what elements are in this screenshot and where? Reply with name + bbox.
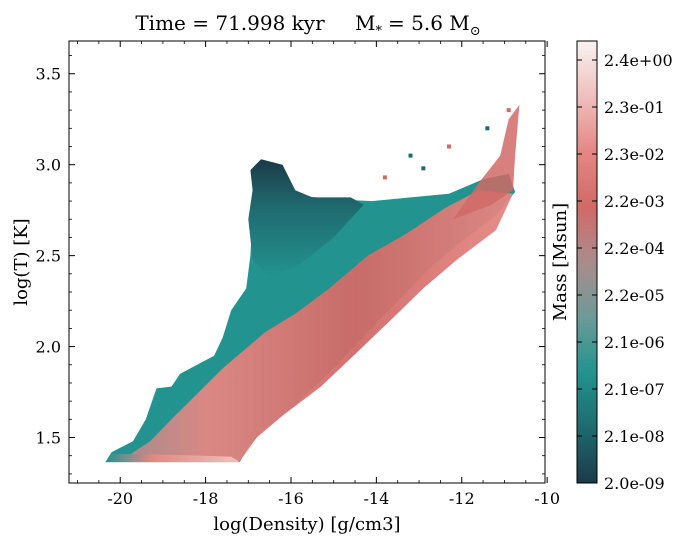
heatmap-tail-region: [105, 453, 240, 463]
colorbar-tick-label: 2.3e-02: [604, 145, 665, 164]
x-tick-label: -18: [193, 489, 219, 508]
x-tick-label: -10: [534, 489, 560, 508]
colorbar-tick-label: 2.1e-07: [604, 380, 665, 399]
x-tick: -14: [363, 41, 389, 508]
x-axis-label: log(Density) [g/cm3]: [213, 514, 400, 535]
heatmap-hot-tip-region: [453, 104, 520, 220]
y-tick-label: 3.0: [36, 156, 61, 175]
colorbar-tick: 2.0e-09: [577, 474, 665, 493]
y-tick: 2.5: [36, 247, 545, 266]
colorbar-tick: 2.1e-06: [577, 333, 665, 352]
colorbar: [576, 40, 598, 484]
colorbar-tick-label: 2.4e+00: [604, 51, 673, 70]
colorbar-tick: 2.1e-07: [577, 380, 665, 399]
heatmap-scatter-cell: [446, 144, 451, 149]
y-tick-label: 2.0: [36, 338, 61, 357]
y-tick-label: 1.5: [36, 429, 61, 448]
colorbar-tick: 2.4e+00: [577, 51, 673, 70]
x-tick: -10: [534, 41, 560, 508]
y-tick: 2.0: [36, 338, 545, 357]
chart-title: Time = 71.998 kyr M* = 5.6 M⊙: [135, 11, 480, 39]
colorbar-tick-label: 2.0e-09: [604, 474, 665, 493]
x-tick: -20: [107, 41, 133, 508]
colorbar-tick-label: 2.2e-04: [604, 239, 665, 258]
y-axis: 1.5 2.0 2.5 3.0 3.5: [36, 55, 545, 475]
colorbar-tick-label: 2.1e-06: [604, 333, 665, 352]
x-tick-label: -12: [449, 489, 475, 508]
x-tick-label: -20: [107, 489, 133, 508]
heatmap-scatter-cell: [485, 126, 490, 131]
x-axis: -20 -18 -16 -14 -12 -10: [77, 41, 560, 508]
heatmap-scatter-cell: [506, 108, 511, 113]
heatmap-scatter-cell: [421, 166, 426, 171]
colorbar-tick-label: 2.3e-01: [604, 98, 665, 117]
colorbar-tick: 2.3e-02: [577, 145, 665, 164]
colorbar-tick: 2.2e-05: [577, 286, 665, 305]
x-tick: -12: [449, 41, 475, 508]
x-tick-label: -14: [363, 489, 389, 508]
colorbar-ticks: 2.0e-09 2.1e-08 2.1e-07 2.1e-06 2.2e-05 2.2e-…: [577, 51, 673, 493]
plot-border: [68, 40, 546, 484]
y-tick-label: 3.5: [36, 65, 61, 84]
colorbar-tick: 2.2e-03: [577, 192, 665, 211]
heatmap-layer: [105, 104, 520, 463]
colorbar-tick-label: 2.2e-03: [604, 192, 665, 211]
y-tick: 3.0: [36, 156, 545, 175]
colorbar-tick: 2.3e-01: [577, 98, 665, 117]
colorbar-tick: 2.1e-08: [577, 427, 665, 446]
colorbar-label: Mass [Msun]: [550, 203, 571, 321]
heatmap-scatter-cell: [382, 175, 387, 180]
colorbar-tick: 2.2e-04: [577, 239, 665, 258]
x-tick-label: -16: [278, 489, 304, 508]
y-tick-label: 2.5: [36, 247, 61, 266]
y-axis-label: log(T) [K]: [11, 218, 32, 305]
heatmap-main-band-region: [120, 190, 513, 462]
y-tick: 1.5: [36, 429, 545, 448]
heatmap-scatter-cell: [408, 153, 413, 158]
x-tick: -16: [278, 41, 304, 508]
heatmap-upper-region: [248, 159, 364, 278]
y-tick: 3.5: [36, 65, 545, 84]
colorbar-tick-label: 2.1e-08: [604, 427, 665, 446]
colorbar-tick-label: 2.2e-05: [604, 286, 665, 305]
x-tick: -18: [193, 41, 219, 508]
